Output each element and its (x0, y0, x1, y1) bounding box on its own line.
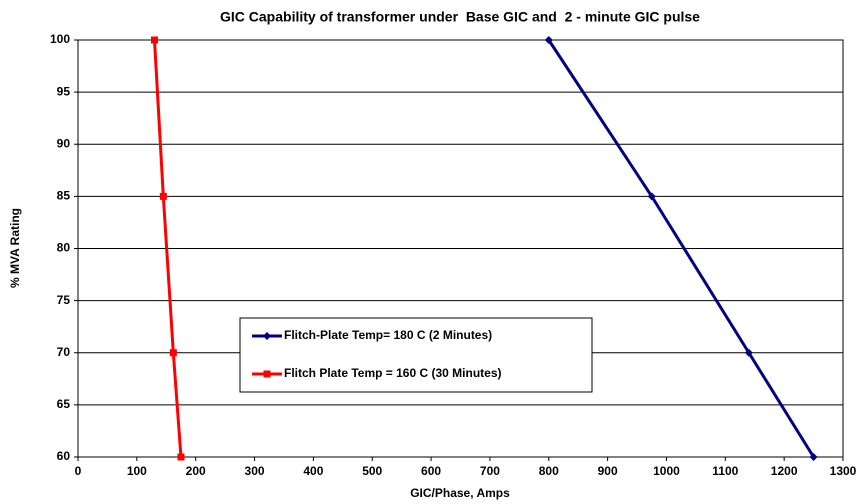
x-axis-label: GIC/Phase, Amps (410, 486, 510, 500)
x-tick-label: 900 (598, 464, 618, 478)
y-tick-label: 90 (57, 136, 71, 150)
marker (263, 370, 271, 378)
x-tick-label: 0 (75, 464, 82, 478)
x-tick-label: 1300 (830, 464, 857, 478)
x-tick-label: 800 (539, 464, 559, 478)
x-tick-label: 1000 (653, 464, 680, 478)
x-tick-label: 300 (245, 464, 265, 478)
marker (169, 349, 177, 357)
marker (159, 192, 167, 200)
series-line (153, 39, 183, 458)
marker (177, 453, 185, 461)
y-tick-label: 100 (50, 32, 70, 46)
chart-title: GIC Capability of transformer under Base… (220, 9, 700, 25)
y-axis-label: % MVA Rating (8, 208, 22, 288)
y-tick-label: 75 (57, 293, 71, 307)
y-tick-label: 80 (57, 241, 71, 255)
y-tick-label: 60 (57, 449, 71, 463)
legend-label: Flitch Plate Temp = 160 C (30 Minutes) (284, 366, 502, 380)
marker (744, 348, 753, 357)
x-tick-label: 400 (303, 464, 323, 478)
y-tick-label: 65 (57, 397, 71, 411)
x-tick-label: 200 (186, 464, 206, 478)
legend-box (239, 317, 593, 393)
y-tick-label: 70 (57, 345, 71, 359)
legend: Flitch-Plate Temp= 180 C (2 Minutes) Flit… (239, 317, 593, 393)
x-tick-label: 500 (362, 464, 382, 478)
marker (263, 332, 271, 340)
marker (151, 36, 158, 44)
marker (647, 192, 656, 201)
x-tick-label: 600 (421, 464, 441, 478)
marker (809, 453, 818, 461)
legend-label: Flitch-Plate Temp= 180 C (2 Minutes) (284, 328, 492, 342)
x-tick-label: 100 (127, 464, 147, 478)
series-line (547, 39, 815, 458)
x-tick-label: 700 (480, 464, 500, 478)
y-tick-label: 95 (57, 84, 71, 98)
y-tick-label: 85 (57, 189, 71, 203)
marker (544, 36, 553, 44)
x-tick-label: 1100 (712, 464, 738, 478)
x-tick-label: 1200 (771, 464, 798, 478)
